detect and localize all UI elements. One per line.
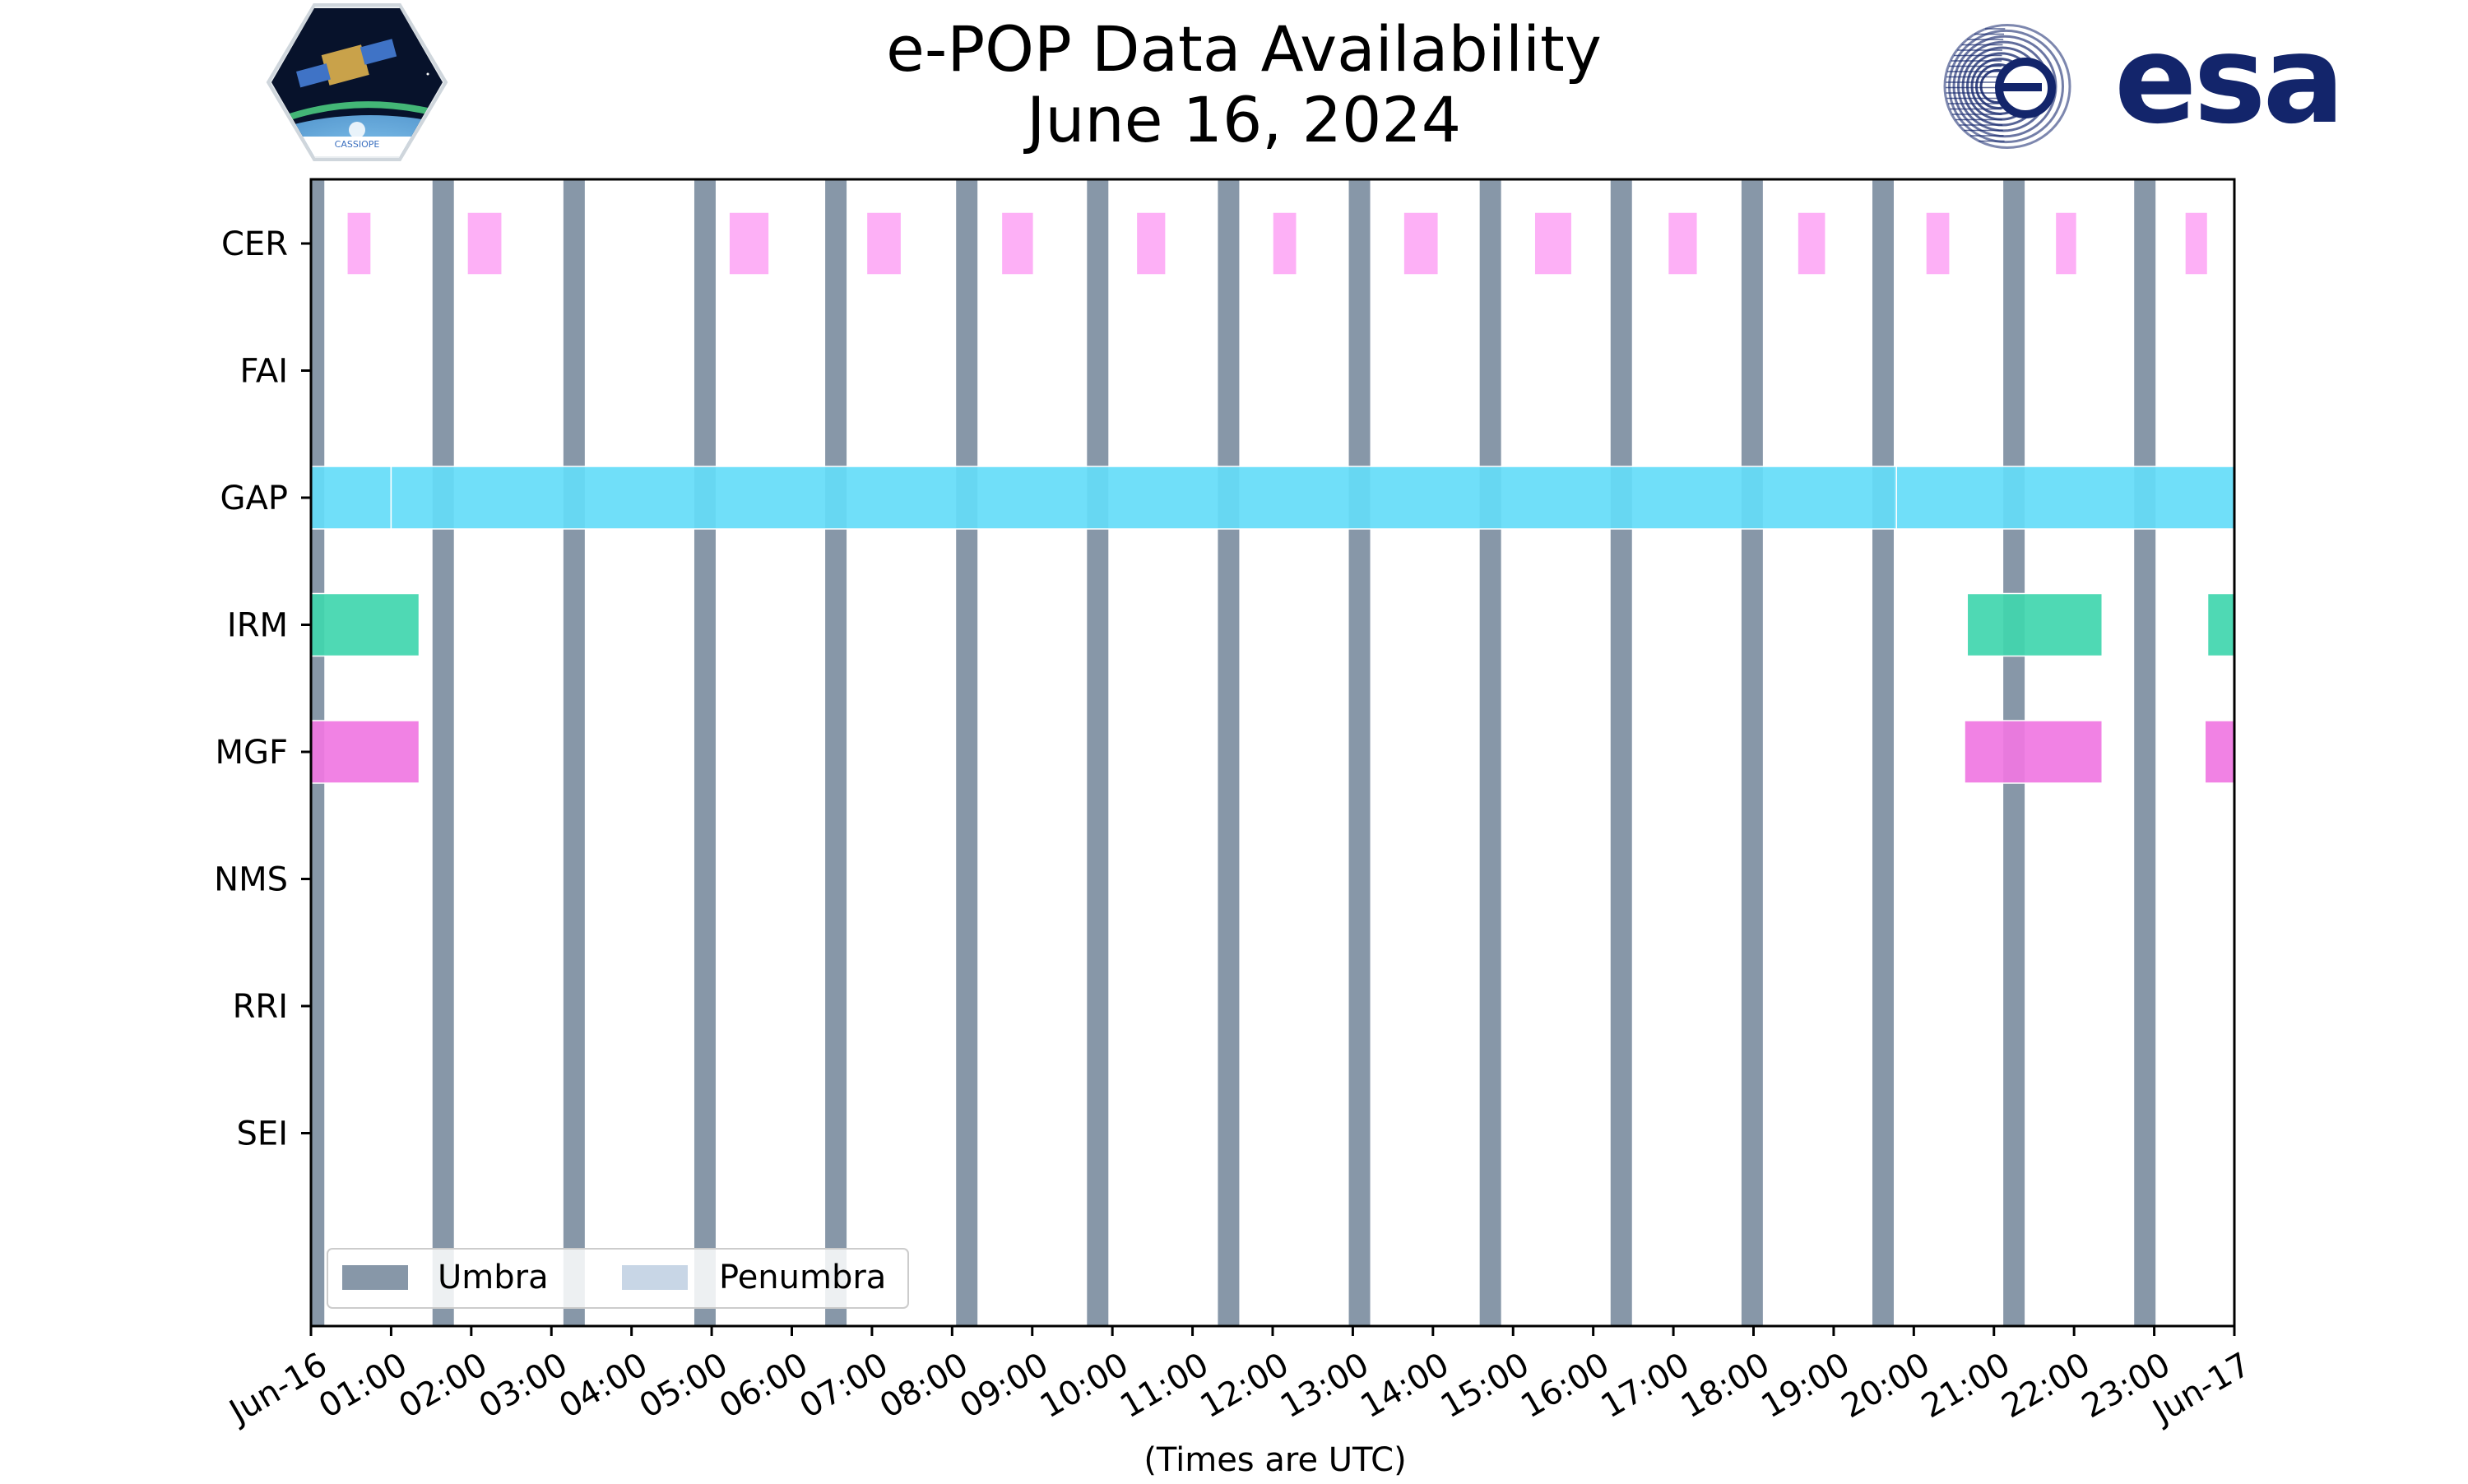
x-tick-label: 04:00 [553, 1346, 654, 1426]
legend-label-umbra: Umbra [438, 1259, 549, 1296]
legend: Umbra Penumbra [327, 1248, 909, 1309]
umbra-band [563, 179, 585, 1326]
chart-title: e-POP Data Availability [886, 12, 1602, 86]
x-tick-label: 20:00 [1835, 1346, 1937, 1426]
x-tick-label: 15:00 [1435, 1346, 1536, 1426]
x-tick-label: 09:00 [953, 1346, 1055, 1426]
availability-bar-mgf [310, 720, 420, 784]
legend-label-penumbra: Penumbra [719, 1259, 886, 1296]
umbra-band [1872, 179, 1894, 1326]
y-tick-label-cer: CER [221, 225, 288, 263]
availability-bar-cer [1000, 211, 1035, 276]
availability-bar-gap [1895, 466, 2235, 530]
availability-bar-cer [1925, 211, 1951, 276]
availability-bar-cer [728, 211, 770, 276]
umbra-band [1218, 179, 1240, 1326]
y-tick-label-nms: NMS [214, 861, 288, 899]
availability-bar-cer [2054, 211, 2078, 276]
x-tick-label: 10:00 [1034, 1346, 1135, 1426]
x-tick-label: 11:00 [1114, 1346, 1215, 1426]
umbra-band [825, 179, 847, 1326]
umbra-band [1479, 179, 1501, 1326]
x-axis: Jun-1601:0002:0003:0004:0005:0006:0007:0… [221, 1326, 2257, 1432]
availability-bar-irm [2206, 592, 2235, 657]
x-tick-label: 14:00 [1354, 1346, 1455, 1426]
y-tick-label-rri: RRI [233, 988, 288, 1026]
umbra-band [2134, 179, 2156, 1326]
availability-bar-cer [1667, 211, 1699, 276]
cassiope-logo: CASSIOPE [266, 2, 448, 161]
umbra-band [694, 179, 716, 1326]
availability-bar-gap [390, 466, 1897, 530]
x-tick-label: 06:00 [713, 1346, 814, 1426]
availability-bar-cer [346, 211, 372, 276]
x-tick-label: 22:00 [1996, 1346, 2097, 1426]
y-tick-label-sei: SEI [237, 1115, 288, 1153]
x-tick-label: 03:00 [473, 1346, 574, 1426]
y-tick-label-gap: GAP [220, 480, 288, 517]
cassiope-logo-text: CASSIOPE [335, 139, 380, 150]
x-tick-label: 21:00 [1915, 1346, 2016, 1426]
legend-swatch-penumbra [622, 1265, 688, 1290]
esa-logo: esa [1943, 9, 2345, 151]
x-tick-label: 12:00 [1195, 1346, 1296, 1426]
y-tick-label-fai: FAI [240, 353, 289, 391]
availability-bar-cer [1533, 211, 1573, 276]
umbra-band [956, 179, 978, 1326]
x-tick-label: 19:00 [1755, 1346, 1856, 1426]
x-tick-label: Jun-16 [221, 1346, 333, 1432]
y-tick-label-mgf: MGF [215, 734, 288, 772]
availability-bar-cer [1272, 211, 1297, 276]
availability-bars [310, 211, 2235, 784]
umbra-band [1348, 179, 1371, 1326]
availability-bar-irm [310, 592, 420, 657]
x-tick-label: 18:00 [1675, 1346, 1776, 1426]
x-tick-label: 13:00 [1274, 1346, 1375, 1426]
x-tick-label: 07:00 [793, 1346, 894, 1426]
availability-bar-cer [1797, 211, 1826, 276]
availability-bar-cer [865, 211, 902, 276]
availability-bar-irm [1966, 592, 2104, 657]
availability-bar-mgf [1964, 720, 2104, 784]
esa-swirl-icon [1943, 24, 2071, 149]
availability-bar-cer [466, 211, 503, 276]
y-tick-label-irm: IRM [227, 607, 288, 645]
x-tick-label: 01:00 [313, 1346, 414, 1426]
availability-bar-cer [2184, 211, 2209, 276]
x-tick-label: 16:00 [1515, 1346, 1616, 1426]
x-axis-label: (Times are UTC) [1144, 1441, 1406, 1479]
x-tick-label: 17:00 [1595, 1346, 1696, 1426]
availability-bar-cer [1135, 211, 1167, 276]
umbra-band [432, 179, 454, 1326]
x-tick-label: 08:00 [874, 1346, 975, 1426]
availability-bar-gap [310, 466, 392, 530]
umbra-band [1087, 179, 1109, 1326]
umbra-band [1741, 179, 1763, 1326]
availability-bar-mgf [2204, 720, 2235, 784]
chart-subtitle: June 16, 2024 [1023, 83, 1461, 156]
umbra-band [1610, 179, 1632, 1326]
availability-bar-cer [1403, 211, 1440, 276]
legend-swatch-umbra [342, 1265, 408, 1290]
x-tick-label: 05:00 [633, 1346, 735, 1426]
x-tick-label: 02:00 [392, 1346, 494, 1426]
legend-box [327, 1248, 909, 1309]
y-axis: CER FAI GAP IRM MGF NMS RRI SEI [214, 225, 311, 1153]
esa-logo-text: esa [2114, 9, 2341, 151]
